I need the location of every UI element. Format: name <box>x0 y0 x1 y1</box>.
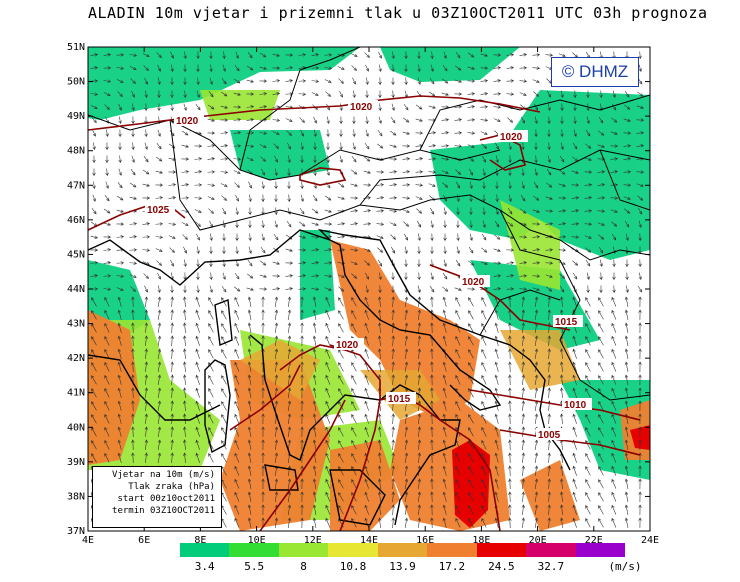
isobar-label: 1020 <box>176 116 199 127</box>
scale-swatch <box>328 543 378 557</box>
isobar-label: 1020 <box>462 277 485 288</box>
longitude-label: 6E <box>138 535 150 546</box>
isobar-label: 1020 <box>350 102 373 113</box>
scale-label: 8 <box>300 560 307 573</box>
isobar-label: 1015 <box>555 317 578 328</box>
latitude-label: 39N <box>67 457 85 468</box>
latitude-label: 46N <box>67 215 85 226</box>
legend-line-start: start 00z10oct2011 <box>117 494 215 504</box>
latitude-label: 41N <box>67 388 85 399</box>
scale-swatch <box>229 543 279 557</box>
latitude-label: 49N <box>67 111 85 122</box>
scale-label: 3.4 <box>194 560 215 573</box>
isobar-label: 1010 <box>564 400 587 411</box>
longitude-label: 18E <box>472 535 490 546</box>
legend-box: Vjetar na 10m (m/s) Tlak zraka (hPa) sta… <box>92 466 222 528</box>
scale-label: 13.9 <box>389 560 416 573</box>
longitude-label: 12E <box>304 535 322 546</box>
isobar-label: 1020 <box>336 340 359 351</box>
isobar-labels: 1020 1020 1020 1025 1020 1015 1020 1015 … <box>145 100 592 441</box>
latitude-label: 44N <box>67 284 85 295</box>
scale-swatch <box>377 543 428 557</box>
axis-ticks <box>87 46 651 532</box>
scale-label: 24.5 <box>488 560 515 573</box>
scale-swatch <box>526 543 576 557</box>
isobar-label: 1015 <box>388 394 411 405</box>
country-borders <box>88 47 650 401</box>
map-title: ALADIN 10m vjetar i prizemni tlak u 03Z1… <box>88 4 708 22</box>
longitude-label: 22E <box>585 535 603 546</box>
scale-label: 10.8 <box>339 560 367 573</box>
latitude-label: 51N <box>67 42 85 53</box>
scale-label: 32.7 <box>537 560 565 573</box>
wind-speed-scale <box>180 543 625 557</box>
longitude-label: 4E <box>82 535 94 546</box>
legend-line-term: termin 03Z10OCT2011 <box>112 506 215 516</box>
scale-swatch <box>427 543 477 557</box>
latitude-label: 37N <box>67 526 85 537</box>
longitude-labels: 4E 6E 8E 10E 12E 14E 16E 18E 20E 22E 24E <box>82 535 659 546</box>
scale-label: 5.5 <box>244 560 265 573</box>
longitude-label: 16E <box>416 535 434 546</box>
latitude-label: 43N <box>67 319 85 330</box>
longitude-label: 10E <box>248 535 266 546</box>
scale-swatch <box>476 543 527 557</box>
latitude-label: 38N <box>67 491 85 502</box>
wind-speed-scale-labels: 3.4 5.5 8 10.8 13.9 17.2 24.5 32.7 (m/s) <box>0 560 740 576</box>
scale-unit: (m/s) <box>608 560 642 573</box>
latitude-label: 47N <box>67 180 85 191</box>
isobar-label: 1020 <box>500 132 523 143</box>
latitude-label: 40N <box>67 422 85 433</box>
legend-line-wind: Vjetar na 10m (m/s) <box>112 470 215 480</box>
copyright-badge: © DHMZ <box>551 57 639 87</box>
latitude-labels: 51N 50N 49N 48N 47N 46N 45N 44N 43N 42N 41N 40N 39N 3… <box>67 42 85 537</box>
scale-swatch <box>278 543 329 557</box>
wind-orange-zones <box>88 240 650 531</box>
latitude-label: 50N <box>67 77 85 88</box>
longitude-label: 14E <box>360 535 378 546</box>
latitude-label: 42N <box>67 353 85 364</box>
legend-line-pressure: Tlak zraka (hPa) <box>128 482 215 492</box>
isobar-label: 1025 <box>147 205 170 216</box>
longitude-label: 20E <box>529 535 547 546</box>
scale-swatch <box>575 543 625 557</box>
isobar-label: 1005 <box>538 430 561 441</box>
longitude-label: 8E <box>194 535 206 546</box>
scale-label: 17.2 <box>438 560 466 573</box>
scale-swatch <box>180 543 230 557</box>
latitude-label: 48N <box>67 146 85 157</box>
longitude-label: 24E <box>641 535 659 546</box>
latitude-label: 45N <box>67 249 85 260</box>
